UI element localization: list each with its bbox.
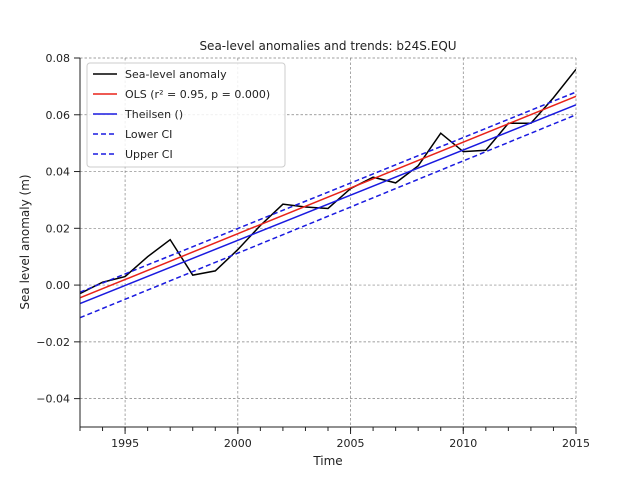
legend-label-1: OLS (r² = 0.95, p = 0.000) — [125, 88, 270, 101]
x-tick-label: 2000 — [224, 437, 252, 450]
series-line-2 — [80, 104, 576, 305]
y-tick-label: −0.02 — [36, 336, 70, 349]
x-tick-label: 1995 — [111, 437, 139, 450]
legend-label-0: Sea-level anomaly — [125, 68, 227, 81]
chart-title: Sea-level anomalies and trends: b24S.EQU — [199, 39, 456, 53]
legend-label-2: Theilsen () — [124, 108, 183, 121]
y-tick-label: 0.02 — [46, 222, 71, 235]
legend-box — [86, 62, 286, 168]
legend: Sea-level anomaly OLS (r² = 0.95, p = 0.0… — [86, 62, 286, 168]
series-line-1 — [80, 95, 576, 299]
legend-label-4: Upper CI — [125, 148, 173, 161]
y-tick-label: −0.04 — [36, 393, 70, 406]
y-tick-label: 0.00 — [46, 279, 71, 292]
y-axis-label: Sea level anomaly (m) — [18, 174, 32, 309]
grid-lines — [80, 57, 577, 427]
legend-label-3: Lower CI — [125, 128, 172, 141]
data-series — [80, 68, 576, 319]
ticks: 1995 2000 2005 2010 2015 −0.04 −0.02 0.00 0.02 0.… — [36, 52, 590, 450]
series-line-4 — [80, 91, 576, 293]
y-tick-label: 0.04 — [46, 166, 71, 179]
x-tick-label: 2010 — [449, 437, 477, 450]
series-line-0 — [80, 68, 576, 295]
x-tick-label: 2005 — [337, 437, 365, 450]
y-tick-label: 0.08 — [46, 52, 71, 65]
x-tick-label: 2015 — [562, 437, 590, 450]
x-axis-label: Time — [312, 454, 342, 468]
series-line-3 — [80, 114, 576, 319]
y-tick-label: 0.06 — [46, 109, 71, 122]
